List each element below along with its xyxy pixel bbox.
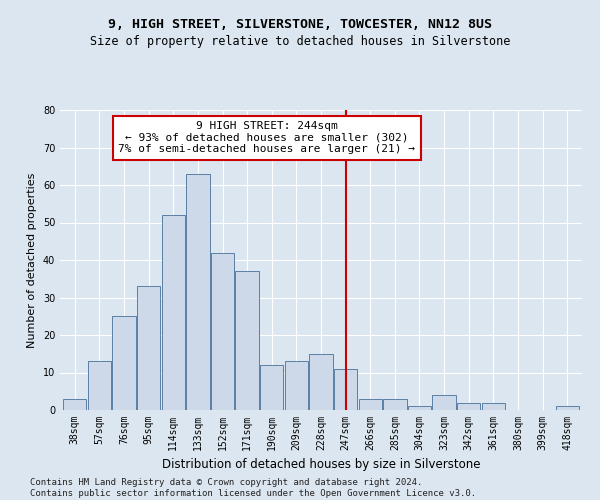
Bar xyxy=(211,252,234,410)
Text: Size of property relative to detached houses in Silverstone: Size of property relative to detached ho… xyxy=(90,35,510,48)
Y-axis label: Number of detached properties: Number of detached properties xyxy=(27,172,37,348)
Bar xyxy=(260,365,283,410)
Bar xyxy=(556,406,579,410)
Bar xyxy=(383,399,407,410)
Bar xyxy=(457,402,481,410)
Bar xyxy=(186,174,209,410)
Bar xyxy=(88,361,111,410)
Bar xyxy=(359,399,382,410)
Bar xyxy=(161,215,185,410)
Bar xyxy=(63,399,86,410)
Bar xyxy=(310,354,332,410)
Bar xyxy=(482,402,505,410)
X-axis label: Distribution of detached houses by size in Silverstone: Distribution of detached houses by size … xyxy=(162,458,480,471)
Bar xyxy=(137,286,160,410)
Text: 9 HIGH STREET: 244sqm
← 93% of detached houses are smaller (302)
7% of semi-deta: 9 HIGH STREET: 244sqm ← 93% of detached … xyxy=(118,121,415,154)
Bar xyxy=(284,361,308,410)
Bar xyxy=(433,395,456,410)
Bar xyxy=(408,406,431,410)
Text: 9, HIGH STREET, SILVERSTONE, TOWCESTER, NN12 8US: 9, HIGH STREET, SILVERSTONE, TOWCESTER, … xyxy=(108,18,492,30)
Bar xyxy=(112,316,136,410)
Bar xyxy=(235,271,259,410)
Bar xyxy=(334,369,358,410)
Text: Contains HM Land Registry data © Crown copyright and database right 2024.
Contai: Contains HM Land Registry data © Crown c… xyxy=(30,478,476,498)
